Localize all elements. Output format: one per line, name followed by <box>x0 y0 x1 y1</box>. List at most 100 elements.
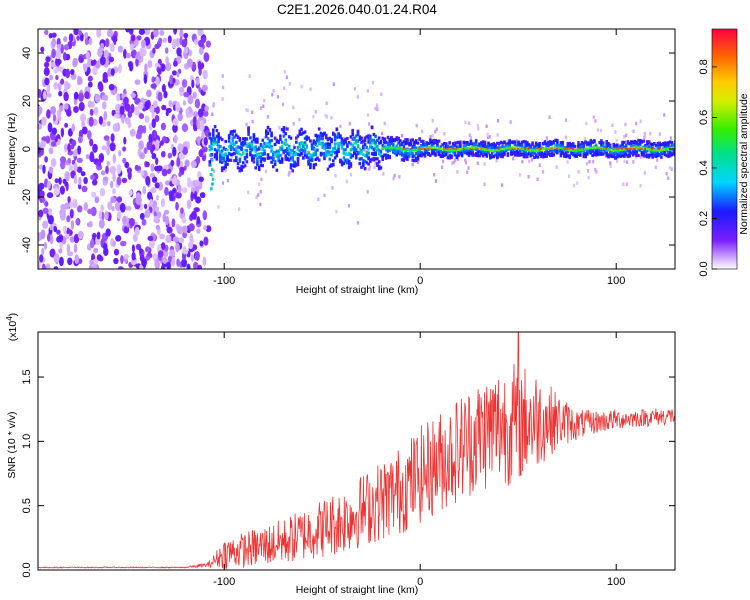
spectrogram-faint-cell <box>334 174 337 178</box>
spectrogram-band-cell <box>672 152 675 156</box>
spectrogram-noise-cell <box>44 29 49 35</box>
spectrogram-band-cell <box>443 152 446 156</box>
spectrogram-band-cell <box>527 152 531 156</box>
spectrogram-band-cell <box>490 145 494 149</box>
spectrogram-y-tick-label: -20 <box>21 189 33 205</box>
spectrogram-band-cell <box>407 142 411 146</box>
spectrogram-peak-cell <box>404 148 407 150</box>
spectrogram-faint-cell <box>366 89 369 93</box>
spectrogram-core-cell <box>340 147 344 150</box>
spectrogram-noise-cell <box>201 130 205 139</box>
spectrogram-noise-cell <box>116 164 122 175</box>
spectrogram-noise-cell <box>163 209 170 215</box>
snr-y-tick-label: 0.5 <box>21 498 33 513</box>
spectrogram-core-cell <box>257 153 261 157</box>
spectrogram-faint-cell <box>266 115 269 119</box>
spectrogram-noise-cell <box>189 233 194 243</box>
spectrogram-core-cell <box>596 146 599 149</box>
spectrogram-faint-cell <box>332 82 335 86</box>
spectrogram-core-cell <box>245 145 248 148</box>
spectrogram-faint-cell <box>586 169 590 173</box>
spectrogram-band-cell <box>388 138 391 142</box>
spectrogram-noise-cell <box>147 235 154 241</box>
spectrogram-band-cell <box>270 156 273 160</box>
spectrogram-noise-cell <box>158 37 163 45</box>
spectrogram-faint-cell <box>373 165 376 169</box>
spectrogram-band-cell <box>635 141 638 145</box>
spectrogram-core-cell <box>589 146 592 150</box>
spectrogram-core-cell <box>489 149 492 152</box>
spectrogram-faint-cell <box>541 170 545 174</box>
snr-x-ticks: -100 0 100 <box>213 332 625 588</box>
spectrogram-noise-cell <box>140 39 146 49</box>
spectrogram-band-cell <box>478 142 481 146</box>
spectrogram-band-cell <box>296 157 300 161</box>
spectrogram-band-cell <box>430 148 434 152</box>
spectrogram-band-cell <box>545 142 548 146</box>
spectrogram-noise-cell <box>73 174 78 185</box>
colorbar-tick-label: 0.0 <box>698 261 710 276</box>
spectrogram-band-cell <box>522 152 526 156</box>
spectrogram-core-cell <box>434 146 437 149</box>
spectrogram-noise-cell <box>92 65 98 76</box>
spectrogram-band-cell <box>541 142 545 146</box>
spectrogram-core-cell <box>326 153 330 156</box>
spectrogram-core-cell <box>452 149 455 152</box>
spectrogram-band-cell <box>383 145 386 149</box>
spectrogram-band-cell <box>533 146 536 150</box>
spectrogram-faint-cell <box>251 119 254 124</box>
spectrogram-band-cell <box>326 142 330 146</box>
spectrogram-faint-cell <box>217 205 220 209</box>
spectrogram-core-cell <box>347 151 351 155</box>
spectrogram-band-cell <box>312 141 316 145</box>
spectrogram-noise-cell <box>42 207 49 214</box>
spectrogram-y-tick-label: 20 <box>21 95 33 107</box>
spectrogram-band-cell <box>377 167 381 171</box>
spectrogram-band-cell <box>543 152 547 156</box>
spectrogram-band-cell <box>489 143 492 147</box>
spectrogram-band-cell <box>220 168 224 173</box>
spectrogram-faint-cell <box>325 101 328 105</box>
spectrogram-band-cell <box>249 147 252 151</box>
spectrogram-peak-cell <box>633 148 637 150</box>
spectrogram-core-cell <box>210 145 213 148</box>
spectrogram-noise-cell <box>134 165 141 171</box>
spectrogram-core-cell <box>208 149 211 152</box>
spectrogram-faint-cell <box>431 118 434 123</box>
spectrogram-faint-cell <box>468 133 471 137</box>
spectrogram-noise-cell <box>59 185 65 195</box>
spectrogram-core-cell <box>441 147 444 151</box>
spectrogram-noise-cell <box>124 161 130 169</box>
snr-x-tick-label: 0 <box>417 576 423 588</box>
spectrogram-band-cell <box>286 127 289 131</box>
spectrogram-band-cell <box>605 142 608 146</box>
spectrogram-faint-cell <box>292 105 295 110</box>
spectrogram-noise-cell <box>117 266 124 269</box>
spectrogram-noise-cell <box>190 254 194 262</box>
spectrogram-band-cell <box>667 143 670 147</box>
spectrogram-band-cell <box>238 159 242 163</box>
spectrogram-noise-cell <box>139 48 145 58</box>
spectrogram-band-cell <box>374 146 377 151</box>
spectrogram-noise-cell <box>149 105 155 113</box>
spectrogram-faint-cell <box>314 110 317 114</box>
spectrogram-faint-cell <box>246 108 249 113</box>
spectrogram-band-cell <box>245 155 249 159</box>
spectrogram-faint-cell <box>538 163 541 167</box>
spectrogram-core-cell <box>571 149 575 152</box>
spectrogram-band-cell <box>342 142 346 146</box>
spectrogram-band-cell <box>273 136 277 140</box>
spectrogram-band-cell <box>540 152 543 156</box>
spectrogram-peak-cell <box>427 148 430 150</box>
spectrogram-noise-cell <box>140 170 145 177</box>
spectrogram-noise-cell <box>40 46 45 53</box>
spectrogram-band-cell <box>467 142 471 146</box>
spectrogram-band-cell <box>459 142 462 146</box>
spectrogram-band-cell <box>605 154 608 158</box>
spectrogram-band-cell <box>383 153 386 157</box>
spectrogram-band-cell <box>243 164 247 168</box>
spectrogram-noise-cell <box>84 32 89 39</box>
spectrogram-band-cell <box>210 137 213 141</box>
spectrogram-noise-cell <box>201 36 207 43</box>
spectrogram-band-cell <box>453 143 457 147</box>
